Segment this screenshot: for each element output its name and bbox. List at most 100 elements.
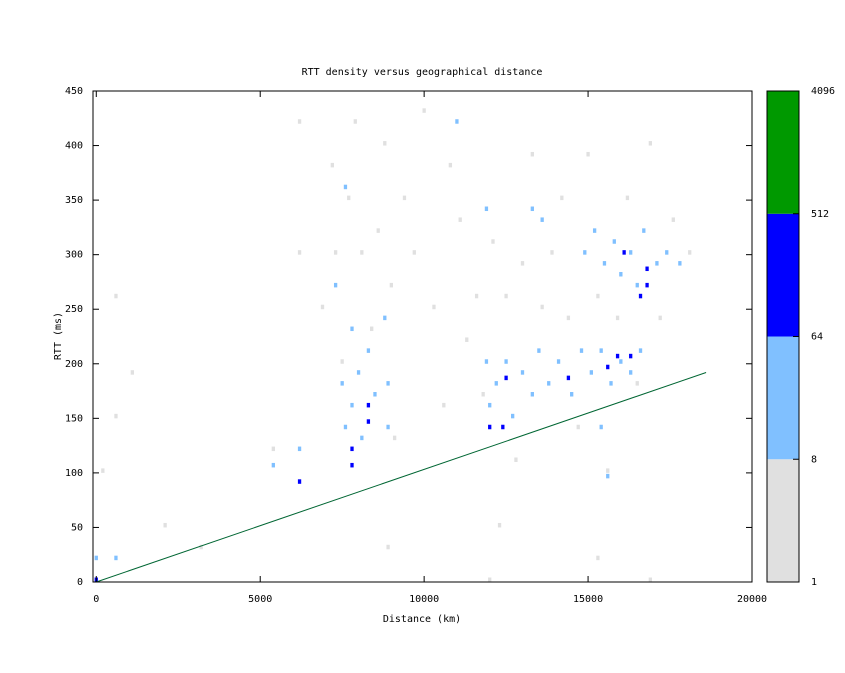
density-cell [655,261,659,266]
density-cell [360,250,364,255]
y-axis-label: RTT (ms) [53,312,64,360]
density-cell [514,457,518,462]
density-cell [422,108,426,113]
density-cell [602,261,607,266]
density-cell [330,162,334,168]
density-cell [392,435,397,441]
density-cell [530,206,534,212]
density-cell [484,359,489,364]
density-cell [350,402,354,408]
density-cell [350,326,354,332]
density-cell [606,473,610,479]
density-cell [386,381,390,386]
density-cell [340,359,344,364]
density-cell [537,348,541,353]
density-cell [622,250,626,255]
density-cell [481,392,485,397]
density-cell [635,381,639,386]
density-cell [642,228,646,233]
density-cell [494,381,498,386]
density-cell [619,271,623,277]
density-cell [455,119,459,124]
density-cell [353,119,357,124]
density-cell [629,370,633,375]
density-cell [540,304,544,310]
density-cell [114,555,118,561]
colorbar-band [767,91,799,214]
density-cell [615,353,620,359]
density-cell [370,326,374,332]
density-cell [343,424,348,430]
y-tick-label: 150 [65,413,83,424]
density-cell [350,462,354,468]
density-cell [297,119,302,124]
density-cell [658,315,662,321]
density-cell [579,348,584,353]
colorbar-tick-label: 64 [811,332,823,343]
density-cell [504,359,508,364]
density-cell [389,282,394,288]
x-axis-label: Distance (km) [383,614,461,625]
density-cell [448,162,453,168]
density-cell [297,446,302,452]
density-cell [501,424,505,430]
colorbar-tick-label: 4096 [811,86,835,97]
density-cell [402,195,407,201]
density-cell [566,375,571,381]
density-cell [599,424,603,430]
y-tick-label: 350 [65,195,83,206]
colorbar-tick-label: 8 [811,454,817,465]
density-cell [520,261,525,266]
density-cell [586,151,590,157]
y-tick-label: 0 [77,577,83,588]
density-cell [583,250,587,255]
density-cell [101,468,105,473]
density-cell [625,195,630,201]
density-cell [488,577,492,582]
x-tick-label: 20000 [737,594,767,605]
y-tick-label: 200 [65,359,83,370]
density-cell [671,217,675,222]
density-cell [599,348,603,353]
density-cell [383,315,387,321]
density-cell [609,381,613,386]
density-cell [343,184,348,190]
density-cell [560,195,564,201]
density-cell [360,435,364,441]
density-cell [163,522,167,528]
heatmap [94,108,692,582]
density-cell [540,217,544,222]
density-cell [638,348,643,353]
density-cell [576,424,580,430]
colorbar-tick-label: 512 [811,209,829,220]
density-cell [556,359,561,364]
density-cell [199,544,203,550]
y-tick-label: 300 [65,250,83,261]
chart-title: RTT density versus geographical distance [302,67,543,78]
density-cell [386,544,390,550]
density-cell [130,370,134,375]
y-tick-label: 450 [65,86,83,97]
density-cell [511,413,515,419]
density-cell [458,217,462,222]
density-cell [504,293,508,299]
density-cell [386,424,390,430]
density-cell [373,392,377,397]
density-cell [612,239,616,244]
density-cell [432,304,436,310]
density-cell [366,419,371,424]
density-cell [497,522,502,528]
x-tick-label: 5000 [248,594,272,605]
plot-frame [92,90,753,583]
density-cell [619,359,623,364]
density-cell [596,555,600,561]
density-cell [589,370,593,375]
density-cell [271,462,275,468]
density-cell [412,250,416,255]
density-cell [615,315,620,321]
density-cell [645,282,649,288]
density-cell [491,239,495,244]
y-tick-label: 100 [65,468,83,479]
density-cell [638,293,643,299]
